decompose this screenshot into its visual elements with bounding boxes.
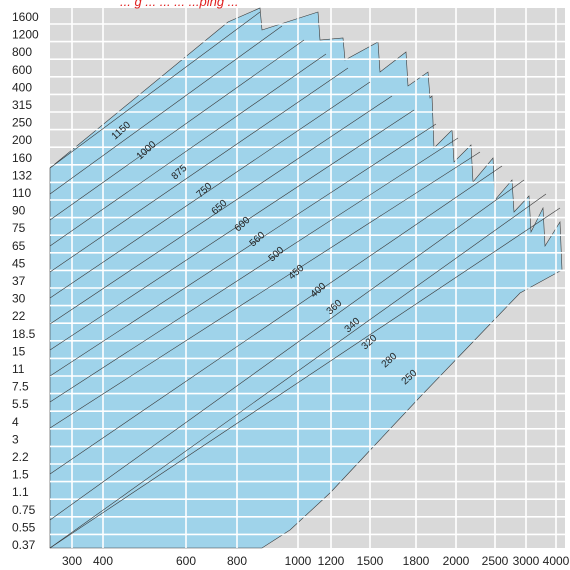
bands-layer (49, 7, 563, 549)
grid-layer (50, 8, 565, 553)
series-line-560 (49, 95, 393, 325)
x-tick-label: 600 (176, 554, 196, 568)
operating-range-band (49, 7, 563, 549)
y-tick-label: 0.55 (12, 520, 36, 534)
x-tick-label: 2500 (482, 554, 509, 568)
y-tick-label: 90 (12, 204, 26, 218)
y-tick-label: 400 (12, 80, 32, 94)
y-tick-label: 22 (12, 309, 26, 323)
x-tick-label: 800 (227, 554, 247, 568)
y-tick-label: 1600 (12, 10, 39, 24)
y-tick-label: 0.75 (12, 503, 36, 517)
series-line-600 (49, 81, 371, 299)
y-tick-label: 1.1 (12, 485, 29, 499)
x-tick-label: 4000 (543, 554, 570, 568)
y-tick-label: 600 (12, 63, 32, 77)
y-tick-label: 37 (12, 274, 26, 288)
y-tick-label: 800 (12, 45, 32, 59)
series-line-1000 (49, 25, 283, 195)
series-line-340 (49, 165, 503, 475)
y-tick-label: 250 (12, 116, 32, 130)
y-tick-label: 1.5 (12, 468, 29, 482)
x-tick-label: 300 (62, 554, 82, 568)
x-tick-label: 1800 (403, 554, 430, 568)
y-tick-label: 0.37 (12, 538, 36, 552)
series-line-360 (49, 151, 481, 429)
y-tick-label: 2.2 (12, 450, 29, 464)
x-tick-label: 1200 (318, 554, 345, 568)
y-tick-label: 1200 (12, 28, 39, 42)
series-line-250 (49, 207, 561, 549)
y-tick-label: 65 (12, 239, 26, 253)
y-axis-tick-labels: 0.37 0.55 0.75 1.1 1.5 2.2 3 4 5.5 7.5 11 15 18.5 22 3… (12, 10, 39, 552)
series-line-1150 (49, 11, 261, 169)
y-tick-label: 45 (12, 256, 26, 270)
y-tick-label: 30 (12, 292, 26, 306)
y-tick-label: 7.5 (12, 380, 29, 394)
series-line-750 (49, 53, 327, 247)
y-tick-label: 132 (12, 168, 32, 182)
x-tick-label: 1500 (357, 554, 384, 568)
y-tick-label: 4 (12, 415, 19, 429)
x-tick-label: 400 (93, 554, 113, 568)
x-tick-label: 2000 (443, 554, 470, 568)
y-tick-label: 18.5 (12, 327, 36, 341)
series-line-320 (49, 179, 525, 521)
y-tick-label: 15 (12, 344, 26, 358)
series-line-500 (49, 109, 415, 351)
y-tick-label: 5.5 (12, 397, 29, 411)
x-tick-label: 1000 (285, 554, 312, 568)
lines-layer (49, 11, 561, 549)
y-tick-label: 11 (12, 362, 25, 376)
y-tick-label: 160 (12, 151, 32, 165)
x-tick-label: 3000 (513, 554, 540, 568)
y-tick-label: 75 (12, 221, 26, 235)
series-line-400 (49, 137, 459, 403)
series-line-450 (49, 123, 437, 377)
x-axis-tick-labels: 300 400 600 800 1000 1200 1500 1800 2000 2500 3000… (62, 554, 570, 568)
chart-caption: ... g ... ... ... ...ping ... (120, 0, 239, 9)
y-tick-label: 315 (12, 98, 32, 112)
series-line-280 (49, 193, 547, 549)
y-tick-label: 3 (12, 432, 19, 446)
y-tick-label: 200 (12, 133, 32, 147)
series-line-875 (49, 39, 305, 221)
series-line-650 (49, 67, 349, 273)
y-tick-label: 110 (12, 186, 31, 200)
